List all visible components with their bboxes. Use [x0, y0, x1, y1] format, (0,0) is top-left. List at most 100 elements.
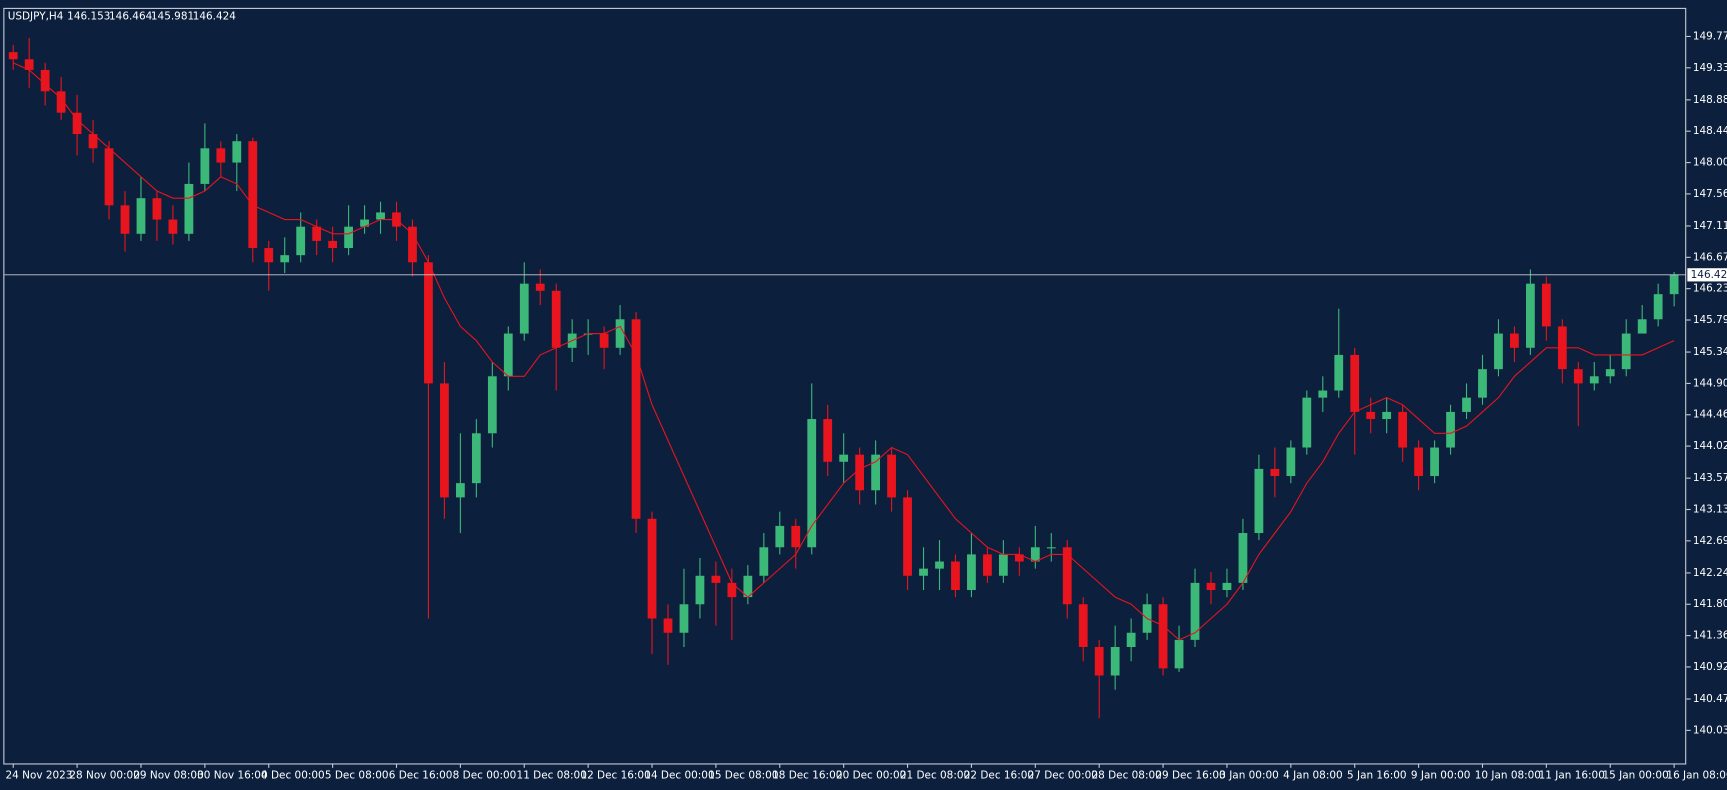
x-tick-label: 28 Nov 00:00: [69, 770, 139, 782]
y-tick-label: 144.900: [1693, 377, 1727, 389]
x-tick-label: 27 Dec 00:00: [1028, 770, 1098, 782]
candle-body: [1382, 411, 1392, 420]
candle-body: [216, 148, 226, 163]
plot: [8, 37, 1679, 719]
x-tick-label: 24 Nov 2023: [6, 770, 73, 782]
candle-body: [1158, 604, 1168, 669]
candle-body: [743, 575, 753, 598]
candle-body: [200, 148, 210, 184]
candle-body: [1653, 294, 1663, 320]
candle-body: [408, 226, 417, 263]
y-tick-label: 146.230: [1693, 283, 1727, 295]
candle-body: [1030, 547, 1040, 562]
x-tick-label: 4 Jan 08:00: [1283, 770, 1343, 782]
candle-body: [264, 248, 274, 263]
candle-body: [1621, 333, 1631, 370]
candle-body: [280, 255, 290, 263]
candle-body: [24, 59, 34, 70]
candle-body: [72, 112, 82, 135]
current-price-label: 146.424: [1691, 269, 1727, 281]
y-tick-label: 146.670: [1693, 251, 1727, 263]
plot-frame: [3, 7, 1687, 765]
y-tick-label: 143.570: [1693, 472, 1727, 484]
candle-body: [839, 454, 849, 462]
y-tick-label: 142.690: [1693, 535, 1727, 547]
candle-body: [56, 91, 66, 113]
candle-body: [647, 518, 657, 619]
candle-body: [136, 198, 146, 234]
candle-body: [631, 319, 641, 519]
candle-body: [487, 376, 497, 434]
candle-body: [168, 219, 178, 234]
x-tick-label: 11 Dec 08:00: [517, 770, 587, 782]
candle-body: [360, 219, 369, 227]
candle-body: [1270, 468, 1280, 477]
candle-body: [184, 183, 194, 234]
x-tick-label: 29 Dec 16:00: [1155, 770, 1225, 782]
y-tick-label: 148.000: [1693, 157, 1727, 169]
candle-body: [919, 568, 928, 576]
candle-body: [440, 383, 449, 498]
candle-body: [1478, 369, 1487, 398]
candle-body: [328, 240, 338, 249]
candle-body: [1366, 411, 1376, 420]
y-tick-label: 142.240: [1693, 567, 1727, 579]
x-tick-label: 12 Dec 16:00: [580, 770, 650, 782]
candle-body: [1494, 333, 1503, 370]
candle-body: [1414, 447, 1423, 477]
candle-body: [1446, 411, 1455, 448]
y-tick-label: 148.880: [1693, 94, 1727, 106]
chart-title: USDJPY,H4: [8, 11, 64, 23]
candle-body: [935, 561, 944, 569]
candle-body: [1126, 632, 1136, 648]
candle-body: [1573, 369, 1583, 384]
x-tick-label: 10 Jan 08:00: [1475, 770, 1541, 782]
y-tick-label: 145.340: [1693, 346, 1727, 358]
x-tick-label: 5 Jan 16:00: [1347, 770, 1407, 782]
header-low: 145.981: [151, 11, 194, 23]
candle-body: [1286, 447, 1296, 477]
y-tick-label: 148.440: [1693, 125, 1727, 137]
header-high: 146.464: [109, 11, 153, 23]
candle-body: [695, 575, 705, 605]
candle-body: [1062, 547, 1072, 605]
candle-body: [1334, 354, 1344, 391]
x-tick-label: 28 Dec 08:00: [1091, 770, 1161, 782]
candle-body: [519, 283, 529, 334]
candle-body: [1254, 468, 1264, 534]
candle-body: [248, 141, 258, 249]
candle-body: [599, 333, 609, 348]
candle-body: [903, 497, 912, 576]
y-tick-label: 145.790: [1693, 314, 1727, 326]
candle-body: [759, 547, 769, 576]
candle-body: [1605, 369, 1615, 377]
candle-body: [727, 582, 737, 598]
x-tick-label: 4 Dec 00:00: [261, 770, 325, 782]
x-tick-label: 22 Dec 16:00: [964, 770, 1034, 782]
y-tick-label: 141.360: [1693, 630, 1727, 642]
candle-body: [1526, 283, 1535, 348]
candle-body: [503, 333, 513, 377]
candle-body: [1206, 582, 1216, 591]
candle-body: [1110, 647, 1120, 676]
x-tick-label: 11 Jan 16:00: [1539, 770, 1605, 782]
candle-body: [1094, 647, 1104, 676]
candle-body: [951, 561, 960, 591]
moving-average: [12, 62, 1675, 641]
x-tick-label: 14 Dec 00:00: [644, 770, 714, 782]
candle-body: [887, 454, 896, 498]
x-tick-label: 16 Jan 08:00: [1666, 770, 1727, 782]
candle-body: [791, 525, 801, 548]
y-tick-label: 147.110: [1693, 220, 1727, 232]
y-tick-label: 140.920: [1693, 661, 1727, 673]
x-tick-label: 9 Jan 00:00: [1411, 770, 1471, 782]
y-tick-label: 140.030: [1693, 724, 1727, 736]
current-price-box: [1687, 268, 1727, 282]
y-tick-label: 141.800: [1693, 598, 1727, 610]
candle-body: [8, 52, 18, 60]
candle-body: [1078, 604, 1088, 648]
candle-body: [1238, 533, 1248, 583]
